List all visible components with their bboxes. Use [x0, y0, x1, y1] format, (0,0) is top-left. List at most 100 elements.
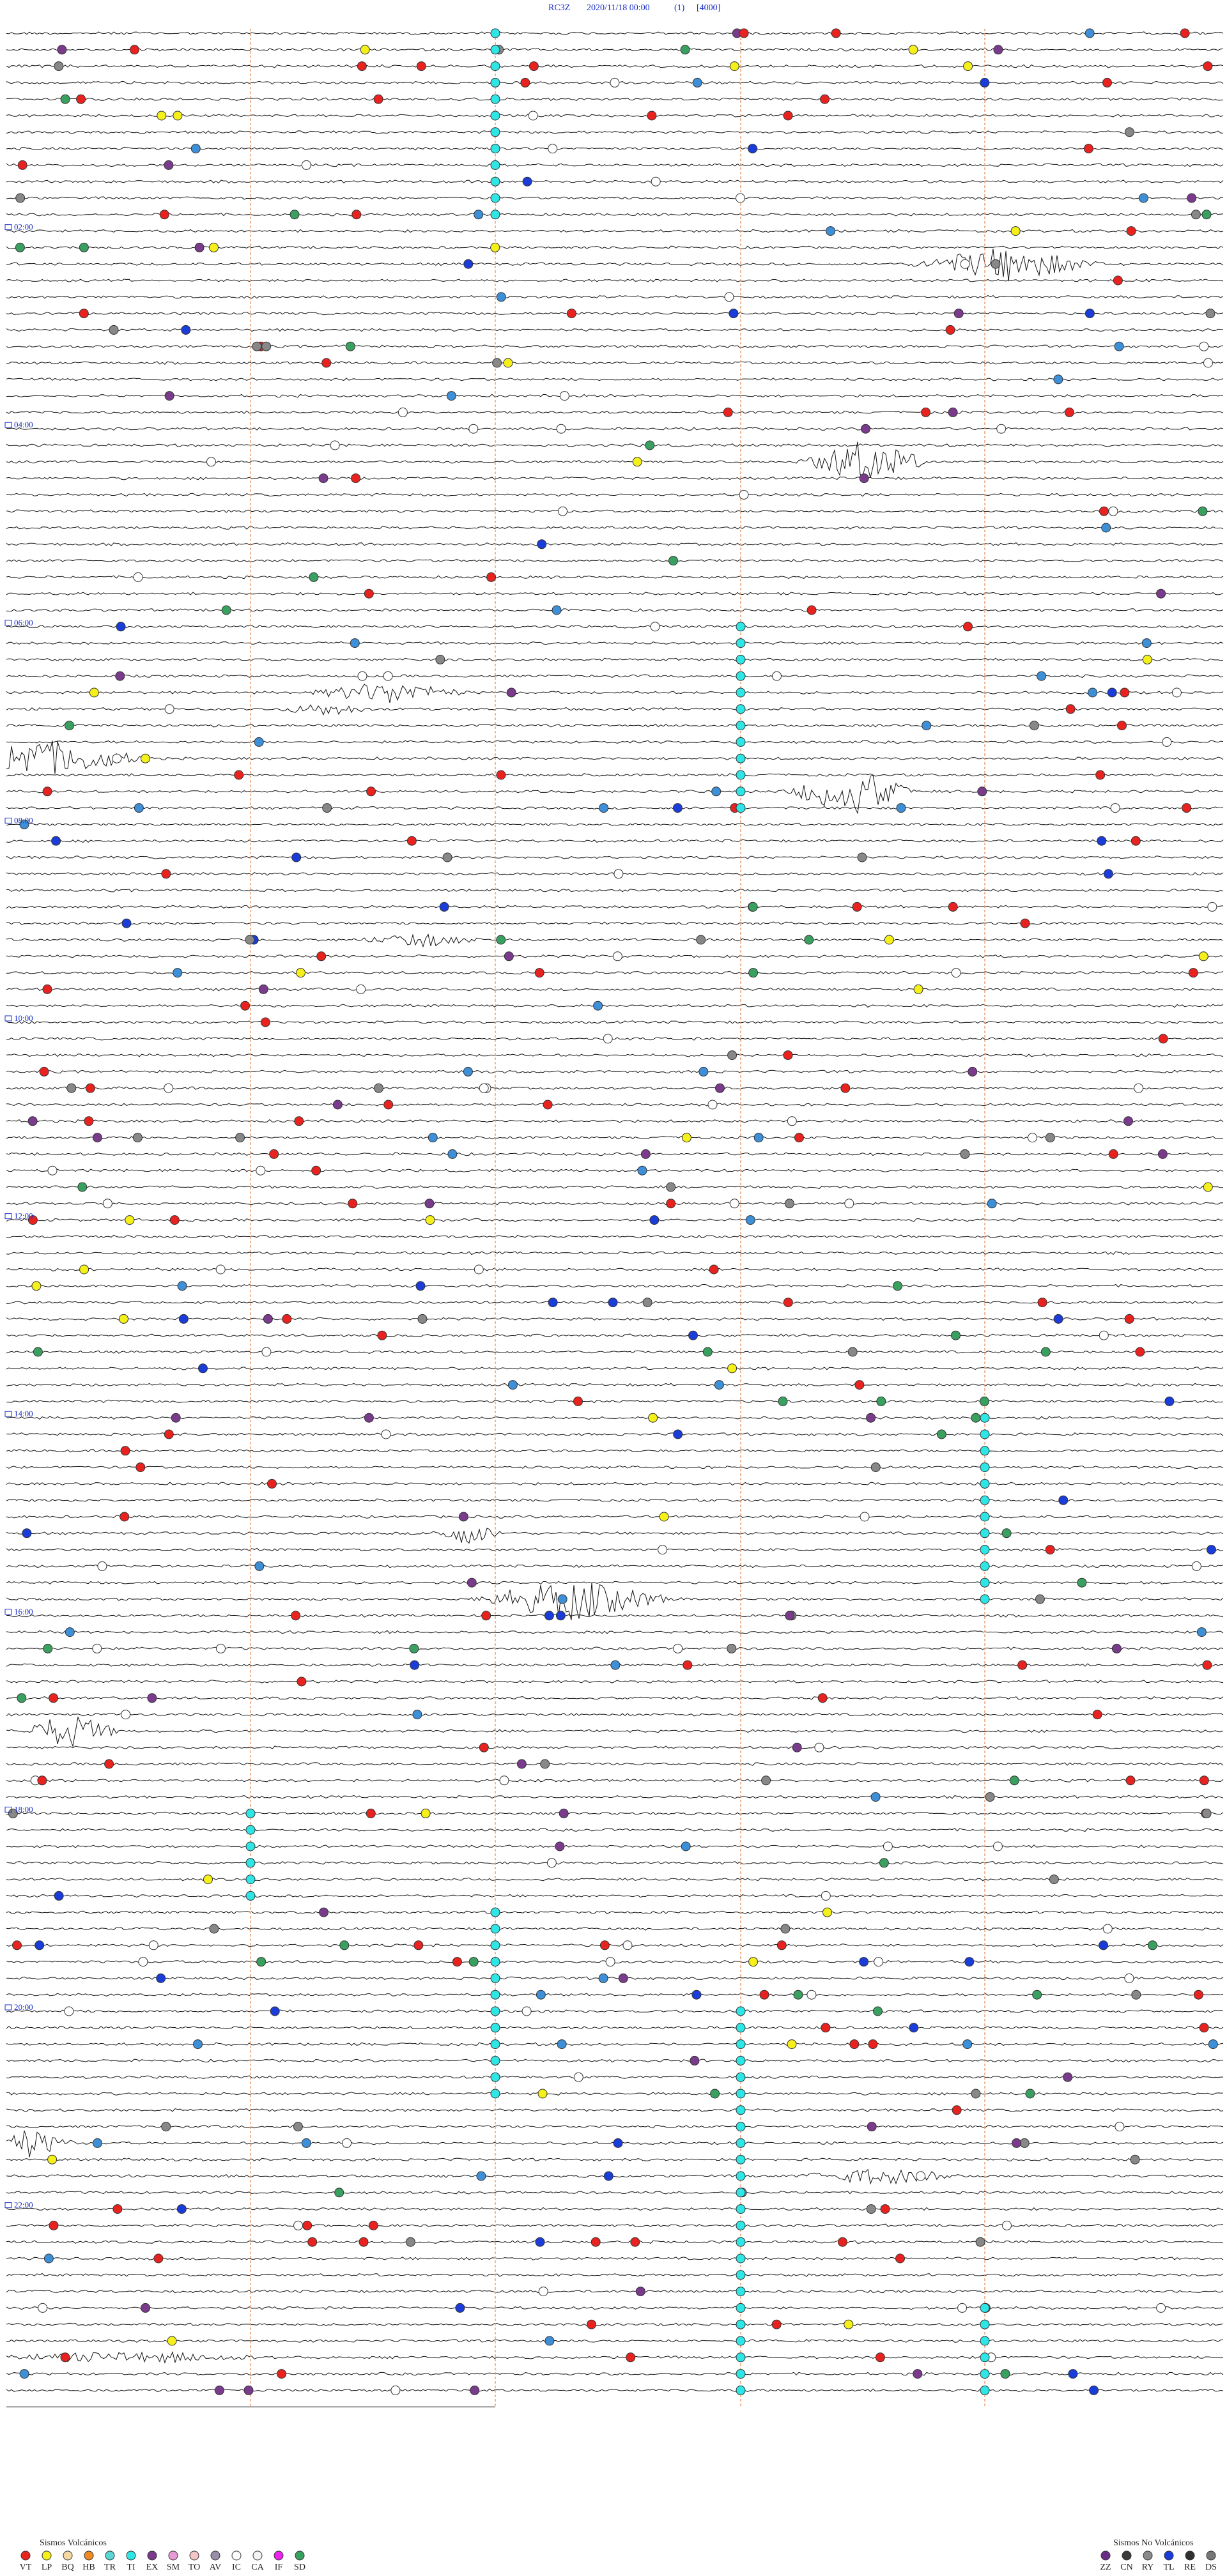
event-marker	[540, 1759, 550, 1769]
event-marker	[709, 1264, 719, 1275]
event-marker	[557, 2039, 567, 2050]
event-marker	[291, 1611, 301, 1621]
event-marker	[1102, 77, 1112, 88]
event-marker	[348, 1199, 358, 1209]
event-marker	[161, 2122, 171, 2132]
event-marker	[1158, 1034, 1168, 1044]
event-marker	[490, 1924, 500, 1934]
trace	[6, 1432, 1224, 1436]
event-marker	[42, 786, 52, 797]
trace	[6, 344, 1224, 349]
trace	[6, 1943, 1224, 1947]
event-marker	[413, 1940, 424, 1951]
event-marker	[12, 1940, 22, 1951]
trace	[6, 608, 1224, 612]
event-marker	[573, 2072, 583, 2082]
trace	[6, 987, 1224, 992]
event-marker	[960, 1149, 970, 1159]
event-marker	[351, 473, 361, 484]
event-marker	[806, 605, 817, 615]
event-marker	[102, 1199, 112, 1209]
event-marker	[54, 61, 64, 72]
legend-code: VT	[20, 2563, 32, 2572]
trace	[6, 933, 1224, 948]
event-marker	[256, 1165, 266, 1176]
event-marker	[948, 901, 958, 912]
event-marker	[17, 1693, 27, 1703]
event-marker	[368, 2220, 378, 2230]
event-marker	[1077, 1577, 1087, 1588]
event-marker	[736, 2352, 746, 2363]
event-marker	[980, 77, 990, 88]
event-marker	[727, 1363, 737, 1374]
event-marker	[558, 506, 567, 516]
hour-box	[4, 224, 12, 231]
event-marker	[322, 803, 332, 813]
event-marker	[332, 1100, 343, 1110]
event-marker	[548, 144, 558, 154]
event-marker	[1201, 210, 1212, 220]
event-marker	[980, 1545, 990, 1555]
event-marker	[736, 2220, 746, 2230]
event-marker	[156, 1973, 166, 1983]
trace	[6, 1201, 1224, 1206]
hour-label: 22:00	[14, 2200, 33, 2210]
event-marker	[544, 1611, 554, 1621]
event-marker	[771, 2319, 782, 2329]
event-marker	[870, 1462, 881, 1473]
hour-label: 20:00	[14, 2002, 33, 2012]
event-marker	[159, 210, 169, 220]
event-marker	[736, 193, 745, 203]
event-marker	[608, 1298, 618, 1308]
event-marker	[913, 2369, 923, 2379]
event-marker	[1156, 588, 1166, 599]
event-marker	[536, 1989, 546, 2000]
event-marker	[534, 968, 544, 978]
event-marker	[27, 1116, 38, 1126]
event-marker	[963, 622, 973, 632]
event-marker	[736, 770, 746, 780]
event-marker	[1120, 687, 1130, 698]
event-marker	[529, 61, 539, 72]
event-marker	[125, 1215, 135, 1225]
event-marker	[710, 2089, 720, 2099]
event-marker	[916, 2171, 926, 2181]
event-marker	[479, 1083, 489, 1093]
event-marker	[243, 2385, 254, 2395]
event-marker	[490, 193, 500, 203]
event-marker	[397, 407, 408, 417]
trace	[6, 493, 1224, 497]
event-marker	[874, 1957, 884, 1967]
event-marker	[668, 556, 678, 566]
event-marker	[980, 1478, 990, 1489]
legend-swatch	[20, 2550, 31, 2561]
event-marker	[1203, 61, 1213, 72]
event-marker	[980, 2319, 990, 2329]
hour-box	[4, 2004, 12, 2011]
event-marker	[1103, 869, 1113, 879]
event-marker	[945, 325, 955, 335]
event-marker	[496, 935, 506, 945]
event-marker	[537, 2089, 548, 2099]
event-marker	[729, 61, 739, 72]
event-marker	[47, 1165, 58, 1176]
trace	[6, 1317, 1224, 1321]
event-marker	[980, 2336, 990, 2346]
event-marker	[555, 1611, 566, 1621]
event-marker	[546, 1858, 557, 1868]
event-marker	[190, 144, 201, 154]
event-marker	[880, 2204, 890, 2214]
event-marker	[316, 951, 327, 962]
event-marker	[936, 1429, 946, 1439]
event-marker	[496, 770, 506, 780]
event-marker	[318, 473, 328, 484]
event-marker	[76, 94, 86, 104]
trace	[6, 196, 1224, 200]
event-marker	[357, 671, 367, 681]
event-marker	[490, 1973, 500, 1983]
trace	[6, 2240, 1224, 2244]
event-marker	[112, 2204, 123, 2214]
event-marker	[736, 2303, 746, 2313]
event-marker	[866, 1413, 876, 1423]
datetime: 2020/11/18 00:00	[587, 3, 650, 13]
